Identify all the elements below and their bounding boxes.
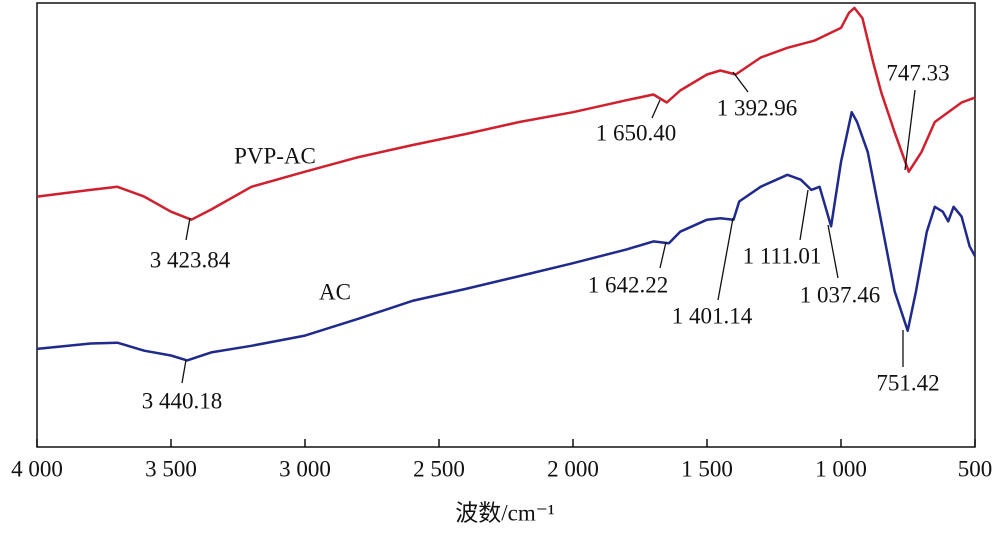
leader-line — [185, 217, 191, 241]
leader-line — [799, 189, 809, 241]
peak-label: 1 401.14 — [672, 303, 753, 328]
leader-line — [659, 241, 667, 269]
spectrum-line — [36, 6, 976, 221]
leader-line — [717, 217, 734, 301]
peak-label: 747.33 — [886, 60, 949, 85]
peak-label: 1 650.40 — [596, 120, 677, 145]
x-axis-label: 波数/cm⁻¹ — [455, 500, 555, 525]
x-tick-label: 1 500 — [681, 456, 733, 481]
x-tick-label: 2 500 — [413, 456, 465, 481]
peak-label: 1 111.01 — [743, 243, 822, 268]
leader-line — [732, 71, 749, 93]
x-tick-label: 4 000 — [11, 456, 63, 481]
peak-label: 1 037.46 — [800, 282, 881, 307]
x-tick-label: 3 000 — [279, 456, 331, 481]
x-tick-label: 1 000 — [815, 456, 867, 481]
plot-frame — [36, 2, 976, 448]
leader-line — [827, 224, 839, 279]
x-tick-label: 500 — [958, 456, 993, 481]
peak-label: 3 423.84 — [150, 247, 231, 272]
peak-label: 3 440.18 — [142, 388, 223, 413]
leader-line — [904, 89, 916, 171]
series-label: PVP-AC — [234, 143, 316, 168]
series-label: AC — [319, 279, 351, 304]
spectrum-line — [36, 110, 977, 362]
leader-line — [181, 359, 187, 384]
leader-line — [651, 99, 661, 119]
peak-label: 1 392.96 — [717, 95, 798, 120]
peak-label: 751.42 — [876, 370, 939, 395]
x-tick-label: 2 000 — [547, 456, 599, 481]
x-tick-label: 3 500 — [145, 456, 197, 481]
peak-label: 1 642.22 — [588, 272, 669, 297]
